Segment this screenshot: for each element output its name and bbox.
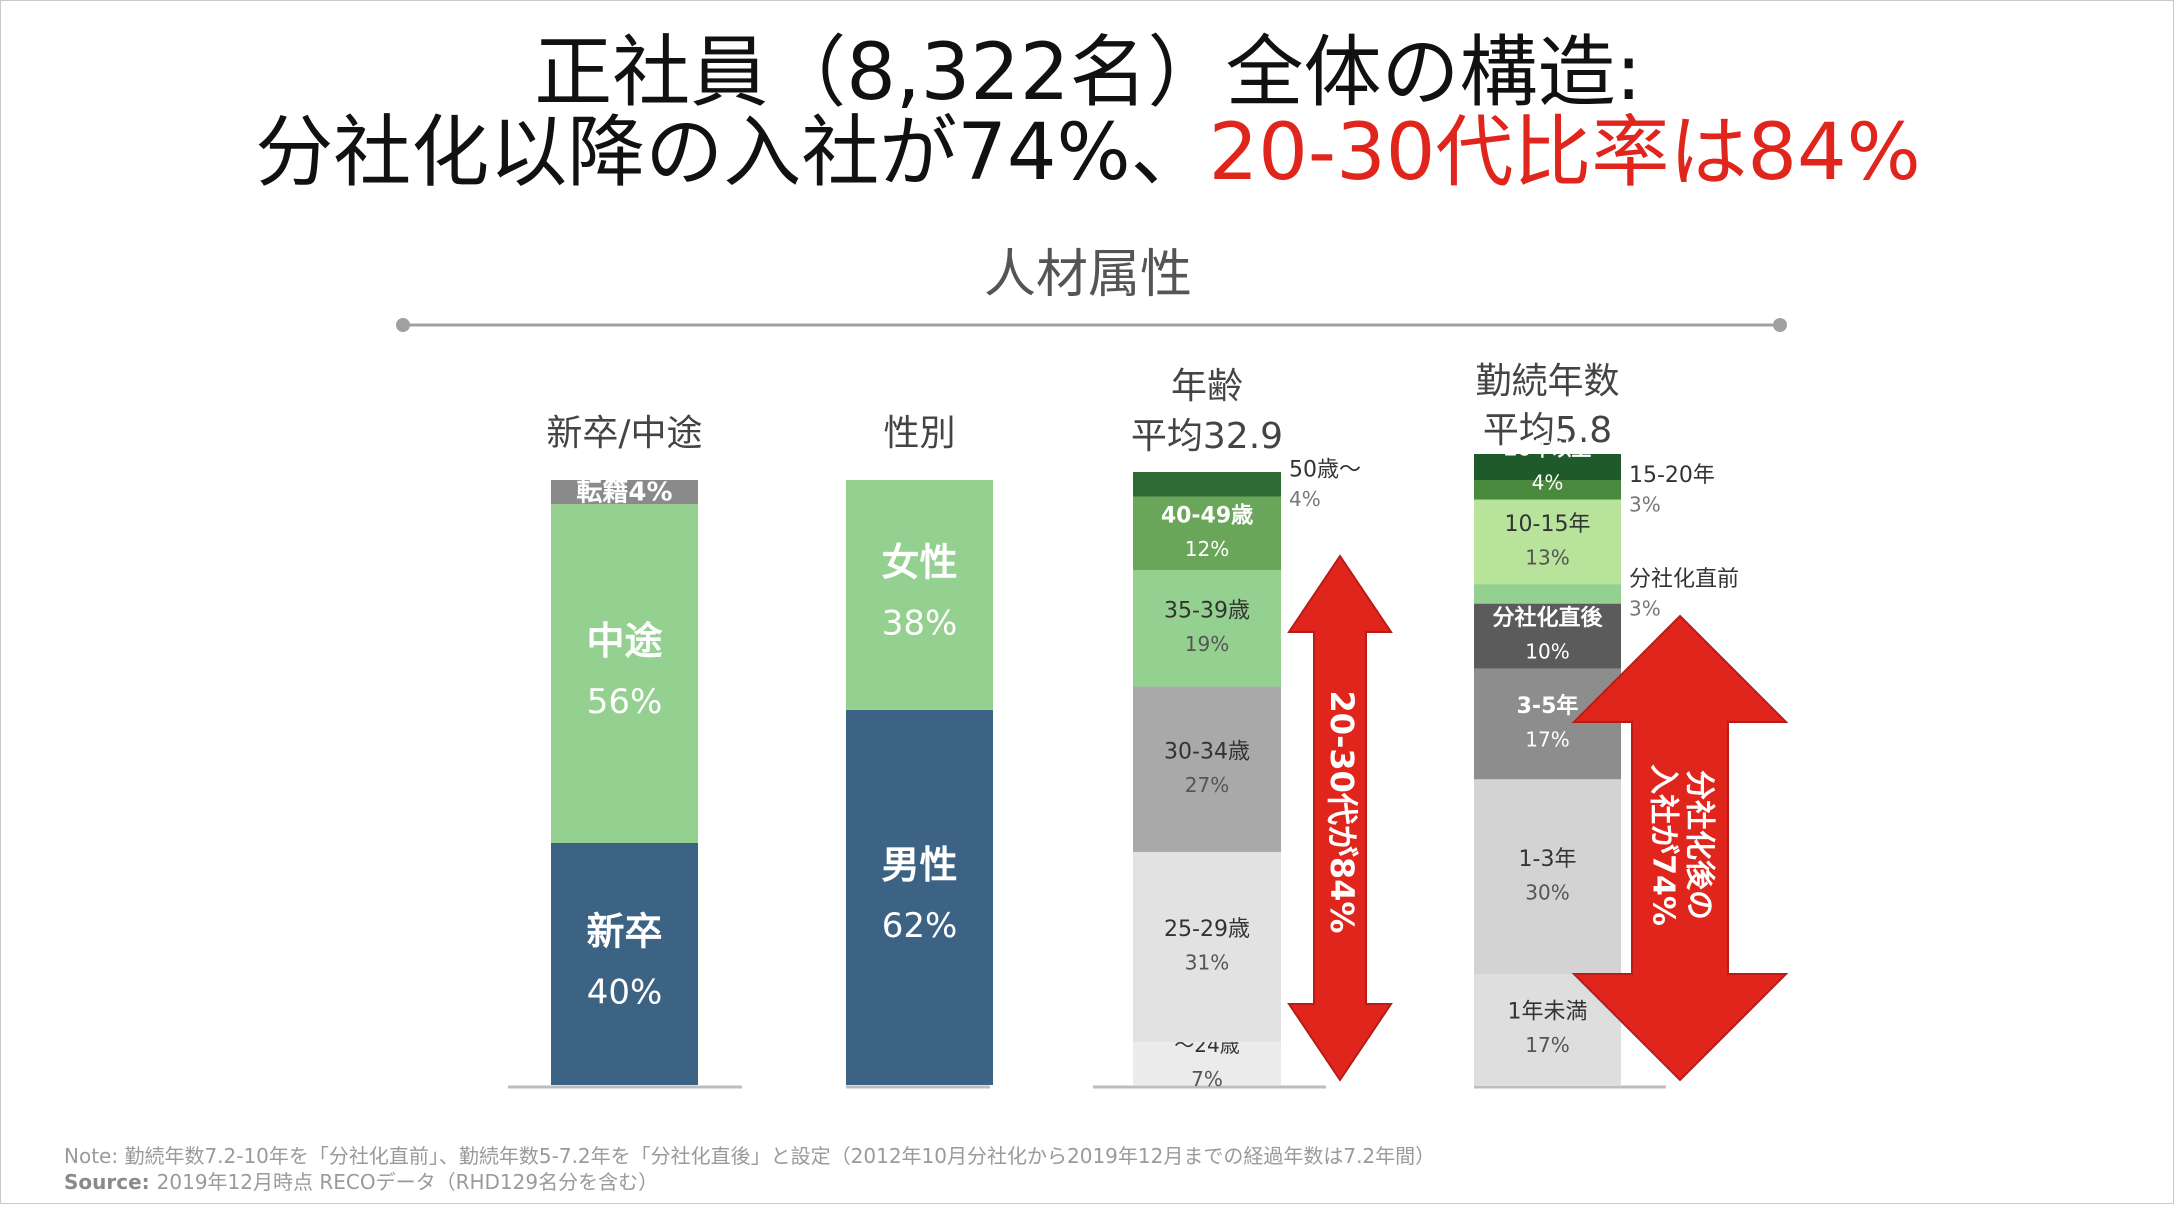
- footnote-source: Source: 2019年12月時点 RECOデータ（RHD129名分を含む）: [64, 1166, 658, 1195]
- bar-header: 勤続年数: [1475, 361, 1619, 402]
- bar-header: 年齢: [1171, 366, 1243, 407]
- footnote-source-label: Source:: [64, 1170, 157, 1194]
- segment-value: 31%: [1185, 951, 1229, 975]
- bar-segment: [551, 480, 698, 505]
- segment-value: 12%: [1185, 537, 1229, 561]
- segment-label: 分社化直前: [1629, 567, 1739, 592]
- bar-segment: [1474, 603, 1621, 669]
- segment-value: 10%: [1525, 640, 1569, 664]
- segment-value: 3%: [1629, 492, 1661, 516]
- segment-label: 1年未満: [1508, 1000, 1588, 1025]
- bar-segment: [1474, 584, 1621, 604]
- segment-value: 4%: [1289, 487, 1321, 511]
- annotation-after-spinoff-line2: 入社が74%: [1646, 764, 1681, 926]
- bar-header: 平均32.9: [1131, 416, 1283, 457]
- segment-value: 17%: [1525, 727, 1569, 751]
- segment-label: 40-49歳: [1161, 503, 1253, 528]
- bar-header: 性別: [883, 413, 955, 454]
- segment-label: 男性: [881, 843, 957, 887]
- bar-segment: [1474, 668, 1621, 780]
- bar-segment: [1133, 496, 1281, 571]
- segment-label: 10-15年: [1505, 512, 1591, 537]
- segment-label: 35-39歳: [1164, 598, 1250, 623]
- segment-value: 4%: [1532, 471, 1564, 495]
- bar-segment: [1133, 852, 1281, 1043]
- slide-title-line2: 分社化以降の入社が74%、20-30代比率は84%: [0, 108, 2176, 198]
- segment-label: 新卒: [586, 910, 662, 954]
- slide-title-line2-main: 分社化以降の入社が74%、: [255, 108, 1209, 198]
- section-title: 人材属性: [983, 245, 1192, 305]
- bar-segment: [1133, 472, 1281, 497]
- bar-segment: [551, 843, 698, 1085]
- segment-label: 25-29歳: [1164, 917, 1250, 942]
- slide-title-line2-highlight: 20-30代比率は84%: [1208, 108, 1921, 198]
- segment-value: 40%: [587, 973, 663, 1013]
- divider-dot-right: [1773, 318, 1787, 332]
- segment-value: 56%: [587, 682, 663, 722]
- segment-value: 27%: [1185, 773, 1229, 797]
- segment-value: 13%: [1525, 545, 1569, 569]
- bar-segment: [1474, 454, 1621, 481]
- annotation-after-spinoff-line1: 分社化後の: [1682, 770, 1717, 920]
- segment-label: 15-20年: [1629, 463, 1715, 488]
- arrow-after-spinoff: [1571, 614, 1789, 1082]
- segment-label: 30-34歳: [1164, 739, 1250, 764]
- segment-value: 62%: [882, 906, 958, 946]
- segment-label: 1-3年: [1519, 847, 1577, 872]
- segment-label: 20年以上: [1504, 437, 1592, 461]
- bar-header: 平均5.8: [1483, 410, 1612, 451]
- segment-label: 転籍4%: [576, 477, 672, 508]
- bar-segment: [1133, 1042, 1281, 1085]
- bar-segment: [1474, 480, 1621, 500]
- bar-segment: [1133, 570, 1281, 687]
- bar-segment: [1133, 686, 1281, 853]
- footnote-note: Note: 勤続年数7.2-10年を「分社化直前」、勤続年数5-7.2年を「分社…: [64, 1144, 1436, 1168]
- segment-value: 7%: [1191, 1067, 1223, 1091]
- annotation-20-30s: 20-30代が84%: [1323, 691, 1361, 934]
- segment-value: 3%: [1629, 596, 1661, 620]
- slide-title-line1: 正社員（8,322名）全体の構造:: [534, 28, 1642, 118]
- segment-label: 女性: [881, 540, 957, 584]
- divider-dot-left: [396, 318, 410, 332]
- bar-segment: [846, 709, 993, 1085]
- segment-label: 分社化直後: [1492, 605, 1603, 631]
- segment-label: 50歳～: [1289, 457, 1361, 482]
- bar-header: 新卒/中途: [546, 413, 702, 454]
- bar-segment: [1474, 499, 1621, 585]
- segment-label: 中途: [586, 619, 662, 663]
- segment-value: 38%: [882, 603, 958, 643]
- arrow-20-30s: [1287, 554, 1393, 1082]
- footnote-source-text: 2019年12月時点 RECOデータ（RHD129名分を含む）: [156, 1170, 659, 1194]
- segment-value: 19%: [1185, 632, 1229, 656]
- bar-segment: [551, 504, 698, 843]
- bar-segment: [846, 480, 993, 710]
- segment-value: 17%: [1525, 1033, 1569, 1057]
- bar-segment: [1474, 779, 1621, 975]
- segment-label: 3-5年: [1517, 693, 1579, 719]
- segment-value: 30%: [1525, 880, 1569, 904]
